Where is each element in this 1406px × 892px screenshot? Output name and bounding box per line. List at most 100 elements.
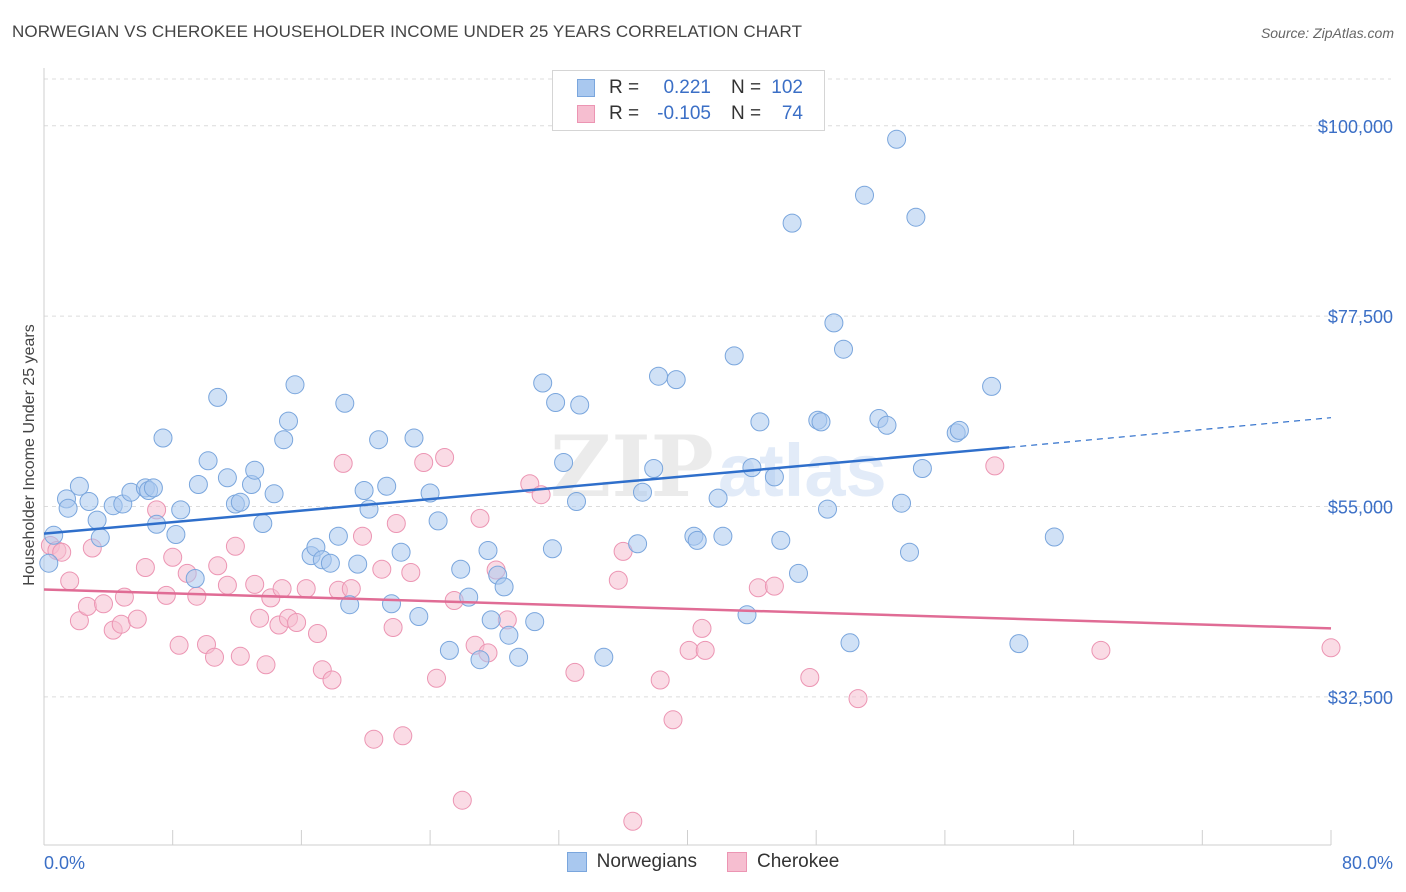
norwegian-point [546, 393, 566, 412]
cherokee-point [353, 526, 372, 546]
cherokee-point [401, 563, 421, 582]
norwegian-point [818, 499, 837, 519]
norwegians-n-value: 102 [771, 77, 803, 98]
norwegian-point [90, 528, 110, 548]
cherokee-point [383, 618, 403, 637]
norwegian-point [348, 554, 368, 574]
cherokee-point [663, 710, 683, 730]
legend-label-cherokee: Cherokee [756, 851, 840, 872]
cherokee-point [163, 547, 183, 567]
norwegians-stat-row: R = 0.221 N = 102 [577, 75, 803, 101]
cherokee-point [333, 453, 353, 473]
norwegian-point [320, 553, 340, 573]
cherokee-point [245, 574, 265, 594]
legend-item-cherokee[interactable]: Cherokee [726, 851, 840, 873]
cherokee-point [272, 579, 292, 599]
norwegian-point [285, 375, 305, 395]
norwegian-point [742, 458, 762, 478]
norwegian-point [542, 539, 562, 559]
cherokee-point [748, 578, 768, 598]
cherokee-point [60, 571, 80, 591]
legend-item-norwegians[interactable]: Norwegians [566, 851, 697, 873]
norwegian-trend-extension [1009, 417, 1332, 448]
norwegian-point [481, 610, 501, 630]
cherokee-point [77, 596, 97, 616]
norwegian-point [279, 411, 298, 431]
norwegian-point [649, 366, 668, 386]
norwegian-point [340, 595, 360, 615]
norwegian-point [708, 488, 728, 508]
norwegian-point [404, 428, 424, 448]
norwegian-point [328, 526, 348, 546]
cherokee-swatch [577, 105, 595, 123]
cherokee-point [230, 646, 250, 666]
cherokee-point [623, 811, 643, 831]
norwegian-point [439, 640, 459, 660]
norwegian-point [644, 459, 664, 478]
norwegian-point [687, 530, 707, 550]
source-label: Source: ZipAtlas.com [1260, 25, 1394, 41]
legend: Norwegians Cherokee [0, 851, 1406, 873]
norwegian-trend-line [43, 446, 1010, 535]
cherokee-point [470, 508, 490, 528]
norwegian-point [166, 525, 186, 544]
norwegian-point [245, 460, 265, 480]
norwegian-point [428, 511, 448, 531]
norwegian-point [949, 420, 969, 440]
cherokee-point [386, 514, 406, 533]
norwegian-point [335, 393, 355, 413]
norwegian-point [39, 553, 59, 573]
cherokee-point [1091, 640, 1111, 660]
norwegian-point [44, 525, 64, 545]
norwegian-point [724, 346, 744, 366]
norwegian-point [409, 607, 429, 626]
cherokee-point [848, 689, 868, 709]
norwegian-points [39, 129, 1064, 670]
norwegian-point [494, 577, 514, 597]
norwegian-point [391, 542, 411, 562]
norwegian-point [533, 373, 553, 393]
norwegian-point [594, 647, 614, 667]
norwegian-point [1009, 634, 1029, 654]
norwegian-point [208, 387, 228, 407]
norwegian-point [79, 492, 99, 511]
norwegian-point [982, 376, 1002, 396]
norwegian-point [737, 605, 757, 625]
norwegian-point [354, 481, 374, 500]
norwegian-point [499, 625, 519, 645]
cherokee-point [169, 635, 189, 655]
correlation-stats-box: R = 0.221 N = 102 R = -0.105 N = 74 [552, 70, 825, 131]
cherokee-point [127, 609, 147, 629]
cherokee-point [156, 585, 176, 605]
axes [43, 68, 1332, 846]
cherokee-point [135, 558, 155, 577]
cherokee-point [208, 556, 228, 576]
norwegian-point [554, 453, 574, 472]
n-label: N = [731, 103, 762, 124]
cherokee-point [52, 542, 72, 562]
norwegian-point [900, 542, 919, 562]
n-label: N = [731, 77, 762, 98]
norwegian-point [451, 559, 471, 579]
norwegian-point [877, 415, 897, 435]
gridlines [44, 78, 1391, 698]
cherokee-point [187, 586, 207, 606]
cherokee-point [205, 647, 224, 667]
norwegian-point [525, 612, 545, 632]
norwegian-point [789, 563, 808, 583]
cherokee-point [414, 453, 434, 472]
norwegian-point [230, 492, 250, 512]
norwegian-point [470, 650, 490, 670]
norwegian-point [912, 459, 932, 478]
cherokee-point [764, 576, 784, 596]
norwegian-point [69, 476, 89, 496]
y-tick-labels: $100,000 $77,500 $55,000 $32,500 [1318, 117, 1393, 708]
y-tick-label: $55,000 [1328, 498, 1393, 518]
norwegian-point [570, 395, 590, 415]
cherokee-point [341, 579, 361, 599]
y-tick-label: $32,500 [1328, 688, 1393, 708]
norwegian-point [666, 370, 686, 390]
cherokee-point [679, 640, 699, 660]
r-label: R = [609, 103, 640, 124]
